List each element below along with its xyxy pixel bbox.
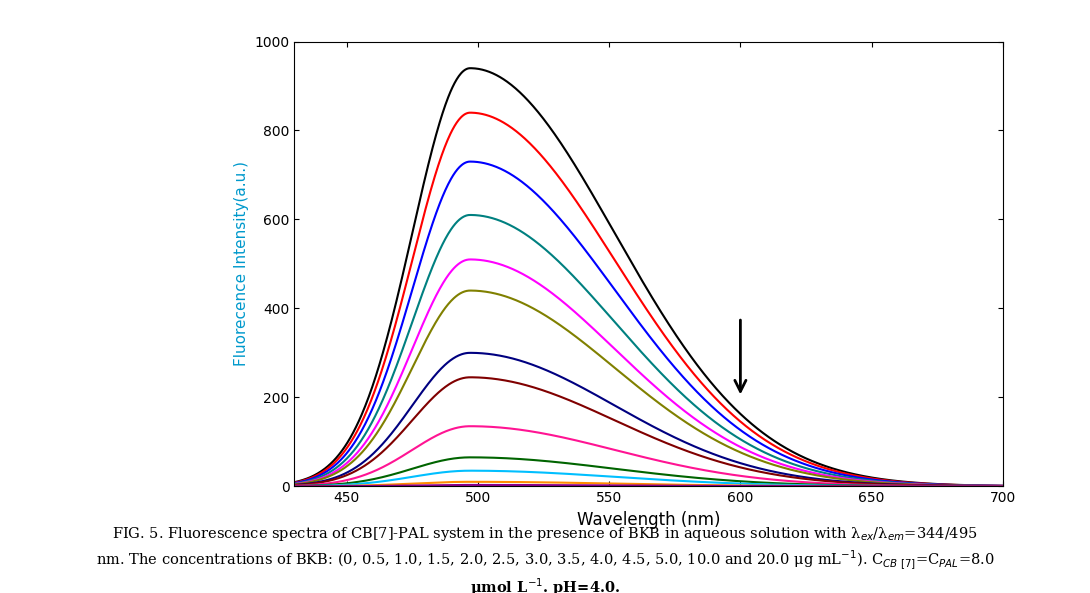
X-axis label: Wavelength (nm): Wavelength (nm) bbox=[577, 511, 720, 529]
Text: μmol L$^{-1}$. pH=4.0.: μmol L$^{-1}$. pH=4.0. bbox=[470, 576, 620, 593]
Text: nm. The concentrations of BKB: (0, 0.5, 1.0, 1.5, 2.0, 2.5, 3.0, 3.5, 4.0, 4.5, : nm. The concentrations of BKB: (0, 0.5, … bbox=[96, 549, 994, 572]
Y-axis label: Fluorecence Intensity(a.u.): Fluorecence Intensity(a.u.) bbox=[233, 161, 249, 366]
Text: FIG. 5. Fluorescence spectra of CB[7]-PAL system in the presence of BKB in aqueo: FIG. 5. Fluorescence spectra of CB[7]-PA… bbox=[112, 525, 978, 543]
